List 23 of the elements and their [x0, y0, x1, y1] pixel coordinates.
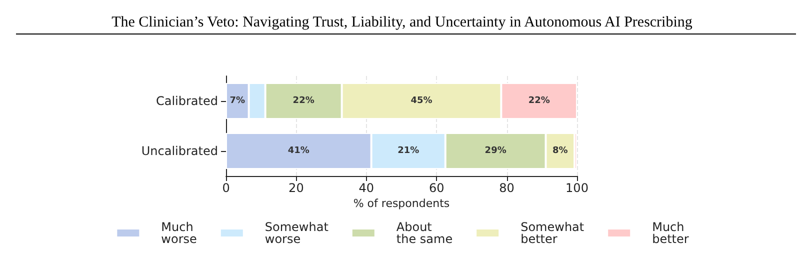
x-tick-label: 80 [499, 181, 514, 195]
data-label: 22% [292, 96, 314, 106]
x-axis-title: % of respondents [353, 197, 450, 210]
legend-label: About the same [396, 220, 453, 246]
legend-label: Somewhat better [520, 220, 584, 246]
data-label: 45% [410, 96, 432, 106]
data-label: 41% [288, 146, 310, 156]
legend-label: Much worse [161, 220, 197, 246]
x-tick-label: 60 [428, 181, 444, 195]
x-tick-label: 100 [566, 181, 588, 195]
data-label: 22% [528, 96, 550, 106]
x-tick-label: 40 [358, 181, 374, 195]
y-tick-label: Uncalibrated [141, 144, 218, 158]
data-label: 8% [552, 146, 568, 156]
x-tick-label: 0 [222, 181, 230, 195]
legend-label: Somewhat worse [264, 220, 329, 246]
data-label: 7% [230, 96, 246, 106]
y-tick-label: Calibrated [156, 94, 218, 108]
data-label: 29% [484, 146, 506, 156]
chart-title: The Clinician’s Veto: Navigating Trust, Liability, and Uncertainty in Autonomous AI Prescribing [112, 14, 693, 30]
x-tick-label: 20 [288, 181, 304, 195]
data-label: 21% [398, 146, 420, 156]
legend-label: Much better [652, 220, 689, 246]
